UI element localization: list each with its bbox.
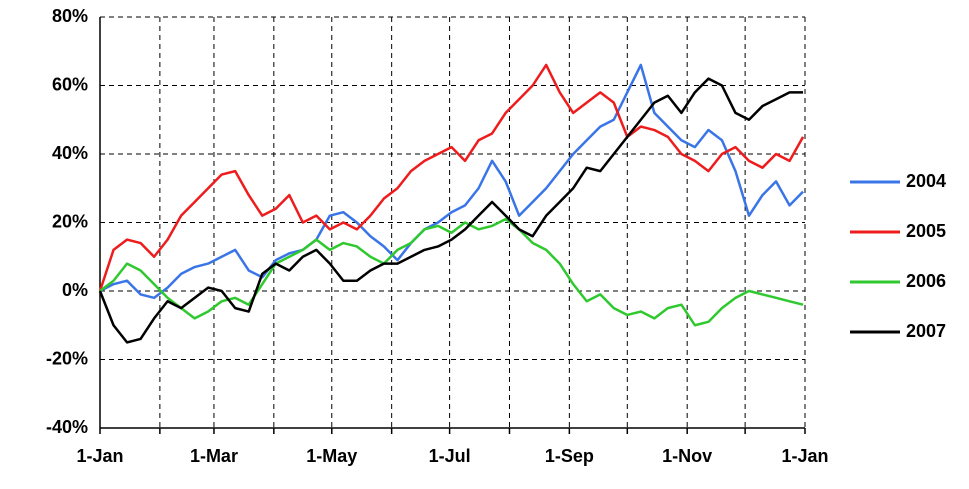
x-tick-label: 1-Mar (190, 446, 238, 466)
y-tick-label: 0% (62, 280, 88, 300)
legend-label: 2007 (906, 321, 946, 341)
legend-label: 2004 (906, 171, 946, 191)
x-tick-label: 1-Jan (781, 446, 828, 466)
y-tick-label: 80% (52, 6, 88, 26)
y-tick-label: 60% (52, 74, 88, 94)
series-line (98, 77, 804, 344)
series-line (99, 217, 804, 327)
y-tick-label: -40% (46, 417, 88, 437)
y-tick-label: 20% (52, 211, 88, 231)
x-tick-label: 1-Jan (76, 446, 123, 466)
x-tick-label: 1-Jul (429, 446, 471, 466)
x-tick-label: 1-Nov (662, 446, 712, 466)
series-line (98, 63, 805, 292)
x-tick-label: 1-Sep (545, 446, 594, 466)
y-tick-label: -20% (46, 348, 88, 368)
series-line (99, 63, 804, 300)
legend-label: 2006 (906, 271, 946, 291)
legend-label: 2005 (906, 221, 946, 241)
y-tick-label: 40% (52, 143, 88, 163)
x-tick-label: 1-May (306, 446, 357, 466)
